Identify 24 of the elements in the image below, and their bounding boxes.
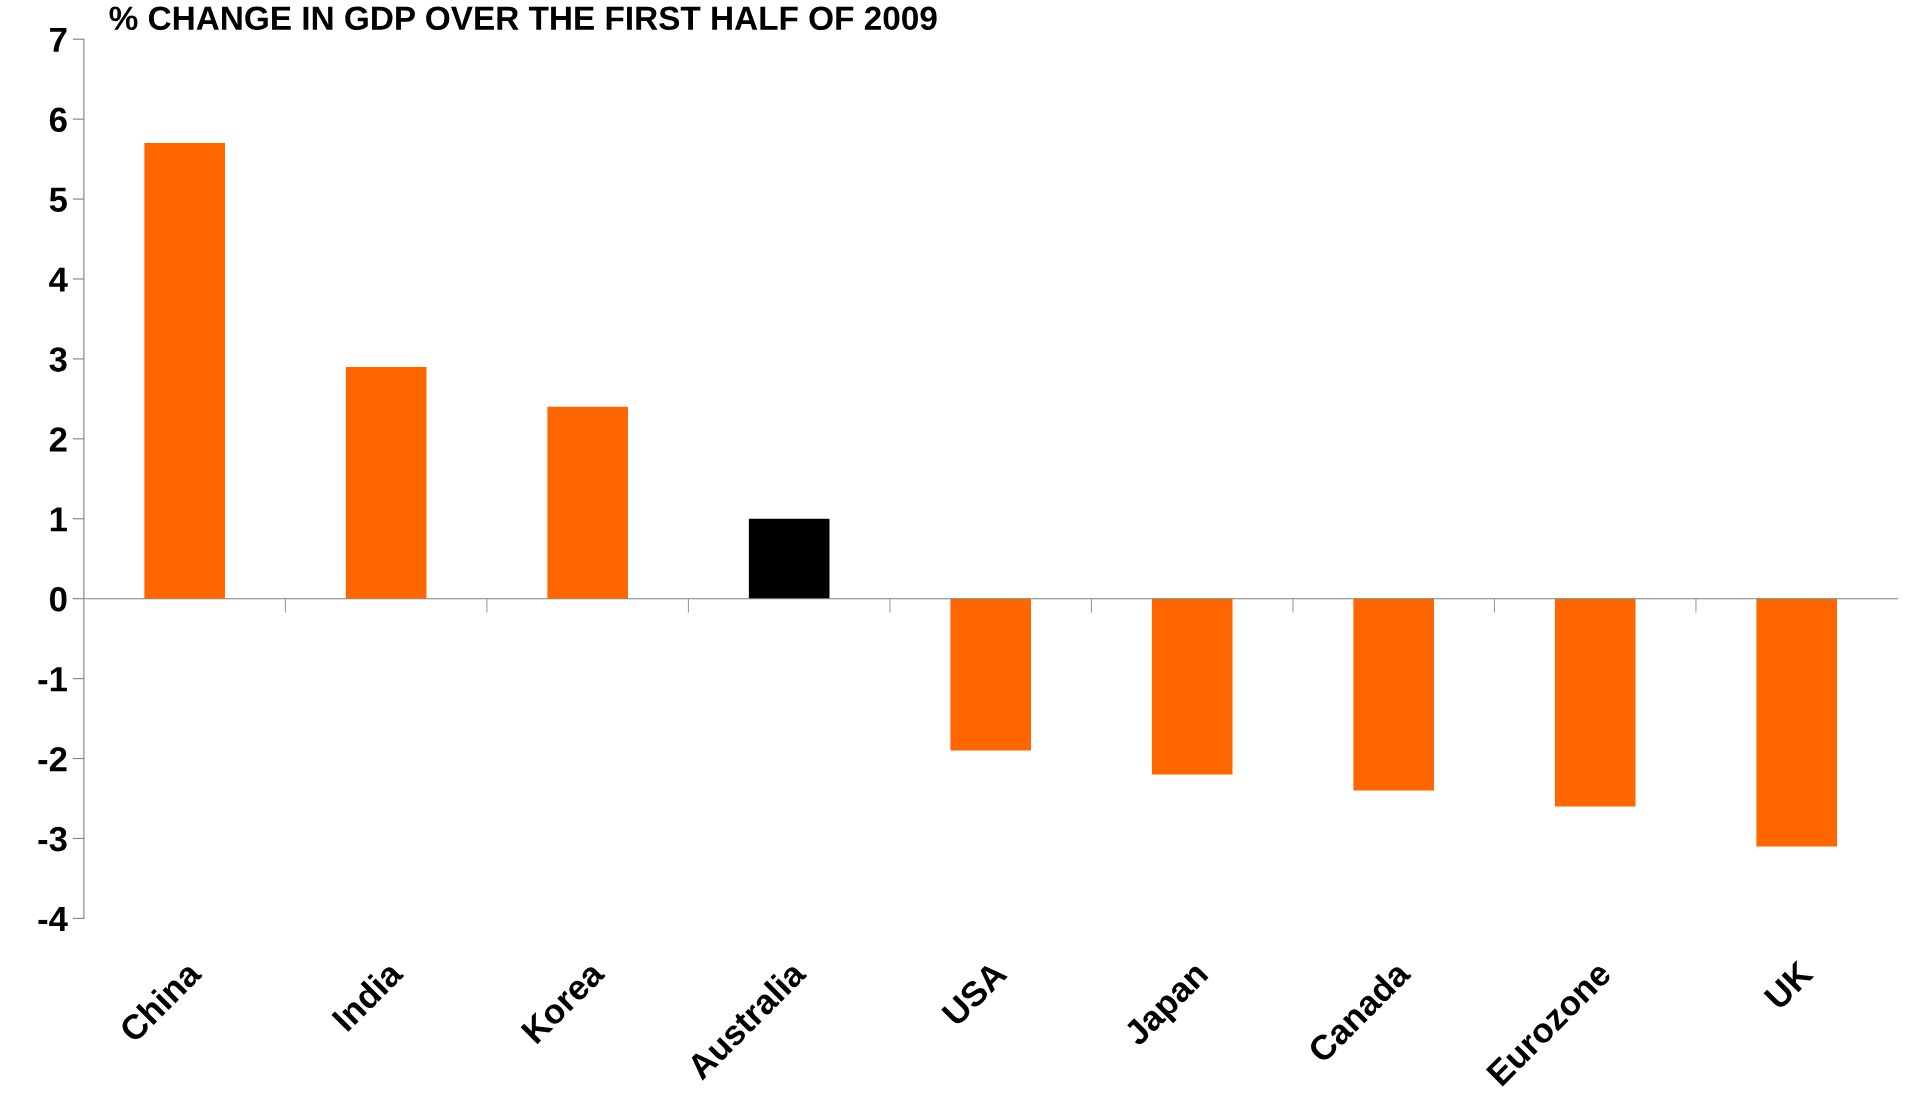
bar (1151, 598, 1233, 775)
y-tick-label: 4 (49, 267, 68, 292)
bar (144, 143, 225, 599)
bar (748, 518, 830, 599)
bar (1756, 598, 1838, 847)
y-tick-label: 3 (49, 347, 67, 372)
x-tick-label: USA (940, 959, 1009, 1027)
bar (1353, 598, 1434, 791)
y-tick-label: 6 (49, 107, 67, 133)
bar (950, 598, 1031, 751)
y-tick-label: -1 (38, 667, 67, 692)
chart-title: % CHANGE IN GDP OVER THE FIRST HALF OF 2009 (109, 6, 937, 31)
y-tick-label: 5 (49, 187, 67, 212)
y-tick-label: 2 (49, 427, 67, 452)
y-tick-label: -3 (38, 826, 67, 852)
bar (547, 406, 628, 599)
y-tick-label: -4 (38, 907, 68, 931)
bar (345, 366, 427, 599)
y-tick-label: 0 (50, 587, 67, 612)
bar (1554, 598, 1636, 807)
y-tick-label: 7 (50, 27, 67, 52)
x-tick-label: UK (1763, 959, 1815, 1011)
y-tick-label: 1 (50, 507, 67, 532)
y-tick-label: -2 (38, 746, 67, 772)
